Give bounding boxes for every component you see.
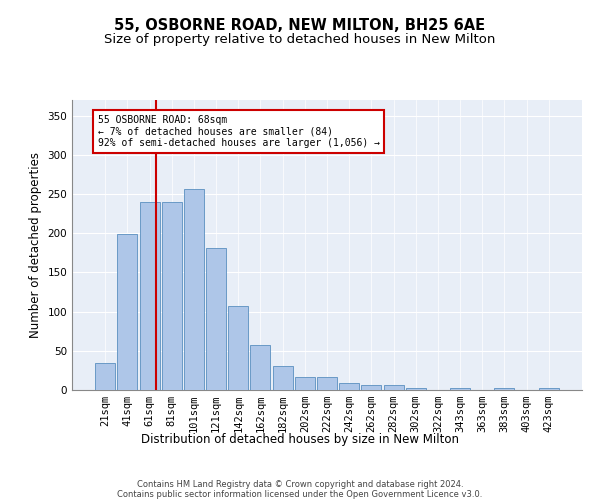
Bar	[184, 190, 204, 390]
Bar	[250, 344, 271, 390]
Text: 55, OSBORNE ROAD, NEW MILTON, BH25 6AE: 55, OSBORNE ROAD, NEW MILTON, BH25 6AE	[115, 18, 485, 32]
Bar	[140, 202, 160, 390]
Bar	[272, 366, 293, 390]
Bar	[494, 388, 514, 390]
Text: Contains HM Land Registry data © Crown copyright and database right 2024.
Contai: Contains HM Land Registry data © Crown c…	[118, 480, 482, 500]
Y-axis label: Number of detached properties: Number of detached properties	[29, 152, 42, 338]
Bar	[295, 376, 315, 390]
Bar	[95, 362, 115, 390]
Bar	[383, 386, 404, 390]
Text: 55 OSBORNE ROAD: 68sqm
← 7% of detached houses are smaller (84)
92% of semi-deta: 55 OSBORNE ROAD: 68sqm ← 7% of detached …	[97, 114, 380, 148]
Bar	[450, 388, 470, 390]
Bar	[206, 248, 226, 390]
Bar	[118, 234, 137, 390]
Bar	[406, 388, 426, 390]
Bar	[339, 383, 359, 390]
Bar	[539, 388, 559, 390]
Bar	[317, 376, 337, 390]
Text: Distribution of detached houses by size in New Milton: Distribution of detached houses by size …	[141, 432, 459, 446]
Bar	[228, 306, 248, 390]
Bar	[162, 202, 182, 390]
Text: Size of property relative to detached houses in New Milton: Size of property relative to detached ho…	[104, 32, 496, 46]
Bar	[361, 386, 382, 390]
